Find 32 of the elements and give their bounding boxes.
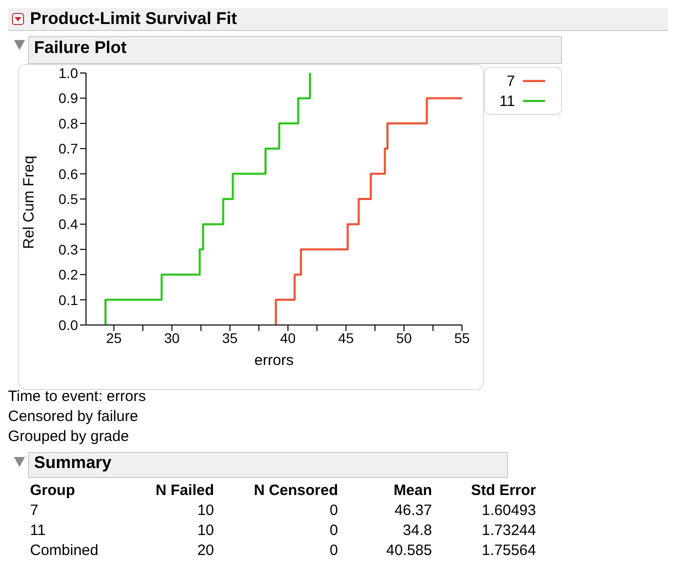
text: Grouped by grade <box>8 428 129 445</box>
y-tick-label: 0.4 <box>58 216 78 232</box>
text: Combined 20 0 40.585 1.75564 <box>30 542 536 558</box>
y-tick-label: 1.0 <box>58 64 78 81</box>
chart-subtitle: Failure Plot <box>34 38 127 58</box>
y-tick-label: 0.3 <box>58 241 78 258</box>
y-tick-label: 0.5 <box>58 190 78 207</box>
text: 7 10 0 46.37 1.60493 <box>30 502 536 518</box>
x-axis-title: errors <box>254 352 294 369</box>
x-tick-label: 25 <box>106 330 122 346</box>
text: Group N Failed N Censored Mean Std Error <box>30 482 536 498</box>
y-axis-title: Rel Cum Freq <box>20 156 38 249</box>
legend-label: 7 <box>506 72 515 90</box>
chart-title: Product-Limit Survival Fit <box>30 9 237 29</box>
y-tick-label: 0.7 <box>58 140 78 157</box>
x-tick-label: 50 <box>396 330 412 346</box>
x-tick-label: 45 <box>338 330 354 346</box>
y-tick-label: 0.6 <box>58 166 78 182</box>
text: Summary <box>34 453 112 473</box>
text: Time to event: errors <box>8 388 146 405</box>
y-tick-label: 0.9 <box>58 90 78 106</box>
y-tick-label: 0.1 <box>58 292 78 308</box>
y-tick-label: 0.2 <box>58 266 78 283</box>
x-tick-label: 30 <box>164 330 180 346</box>
x-tick-label: 55 <box>454 330 470 346</box>
y-tick-label: 0.8 <box>58 115 78 132</box>
x-tick-label: 40 <box>280 330 296 346</box>
y-tick-label: 0.0 <box>58 316 78 333</box>
legend-label: 11 <box>498 92 515 110</box>
x-tick-label: 35 <box>222 330 238 346</box>
text: 11 10 0 34.8 1.73244 <box>30 522 536 538</box>
text: Censored by failure <box>8 408 138 425</box>
